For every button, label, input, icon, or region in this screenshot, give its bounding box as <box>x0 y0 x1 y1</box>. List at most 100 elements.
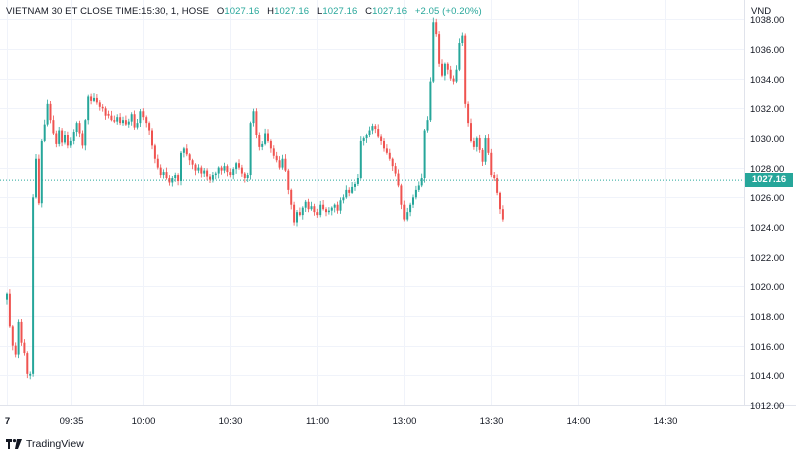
brand-name: TradingView <box>26 438 84 450</box>
candle-body <box>472 140 475 147</box>
candle-body <box>168 178 171 183</box>
candle-body <box>171 178 174 183</box>
candle-body <box>269 140 272 149</box>
candle-body <box>87 96 90 121</box>
candle-body <box>252 111 255 124</box>
candle-body <box>191 160 194 165</box>
candle-body <box>342 197 345 201</box>
candle-body <box>214 173 217 176</box>
candle-body <box>287 170 290 190</box>
close-value: 1027.16 <box>372 6 408 17</box>
candle-body <box>116 117 119 122</box>
tradingview-branding[interactable]: TradingView <box>6 437 84 451</box>
price-tick-label: 1014.00 <box>750 371 784 382</box>
candle-body <box>356 178 359 184</box>
candle-body <box>55 133 58 144</box>
candle-body <box>90 96 93 101</box>
candle-body <box>249 123 252 176</box>
time-tick-label: 14:30 <box>654 416 678 427</box>
candle-body <box>240 167 243 174</box>
candle-body <box>284 158 287 171</box>
candle-body <box>333 204 336 208</box>
candle-body <box>159 167 162 176</box>
candle-body <box>113 120 116 122</box>
price-tick-label: 1024.00 <box>750 223 784 234</box>
change-value: +2.05 (+0.20%) <box>414 6 482 17</box>
candle-body <box>14 345 17 355</box>
candle-body <box>278 160 281 168</box>
price-tick-label: 1036.00 <box>750 45 784 56</box>
candle-body <box>110 115 113 121</box>
high-label: H <box>267 6 275 17</box>
candle-body <box>151 130 153 146</box>
candle-body <box>162 172 165 176</box>
candle-body <box>264 133 267 144</box>
candle-body <box>8 293 11 327</box>
candle-body <box>46 103 49 125</box>
candle-body <box>95 97 98 103</box>
candle-body <box>40 140 43 204</box>
candle-body <box>426 120 429 131</box>
close-label: C <box>365 6 373 17</box>
candle-body <box>383 140 385 149</box>
candle-body <box>423 130 426 179</box>
candle-body <box>446 63 449 70</box>
low-value: 1027.16 <box>322 6 358 17</box>
candle-body <box>238 163 240 168</box>
high-value: 1027.16 <box>274 6 310 17</box>
candle-body <box>72 132 75 141</box>
candle-body <box>322 204 325 210</box>
price-tick-label: 1030.00 <box>750 134 784 145</box>
candle-body <box>23 342 26 354</box>
candle-body <box>443 63 446 76</box>
open-label: O <box>216 6 225 17</box>
candle-body <box>185 148 188 155</box>
candle-body <box>6 293 8 300</box>
candle-body <box>481 149 484 162</box>
candle-body <box>391 158 394 167</box>
candle-body <box>58 130 61 144</box>
candle-body <box>64 135 66 143</box>
candle-body <box>388 152 391 159</box>
candle-body <box>255 111 258 135</box>
candle-body <box>104 108 107 116</box>
candle-body <box>298 212 301 216</box>
candle-body <box>101 106 104 109</box>
candle-body <box>441 63 443 76</box>
candle-body <box>359 140 362 179</box>
time-tick-label: 7 <box>5 416 10 427</box>
candle-body <box>348 189 351 193</box>
candle-body <box>325 209 327 213</box>
candle-body <box>226 166 229 173</box>
candle-body <box>177 175 180 181</box>
candle-body <box>377 129 380 137</box>
candle-body <box>133 114 136 128</box>
candle-body <box>496 178 499 193</box>
low-label: L <box>316 6 323 17</box>
candle-body <box>165 172 168 179</box>
chart-legend: VIETNAM 30 ET CLOSE TIME:15:30, 1, HOSE … <box>6 6 482 18</box>
candle-body <box>223 166 226 171</box>
candle-body <box>499 192 501 210</box>
candle-body <box>153 145 156 159</box>
candle-body <box>394 166 397 174</box>
time-axis[interactable]: 7 09:35 10:00 10:30 11:00 13:00 13:30 14:00 14:3… <box>5 416 678 427</box>
candle-body <box>362 137 365 141</box>
candle-body <box>107 113 110 116</box>
candle-body <box>69 140 72 146</box>
candle-body <box>397 173 400 186</box>
candle-body <box>313 206 316 213</box>
candle-body <box>232 169 235 176</box>
candle-body <box>316 212 319 216</box>
time-tick-label: 10:00 <box>132 416 156 427</box>
time-tick-label: 13:00 <box>393 416 417 427</box>
price-axis[interactable]: 1012.00 1014.00 1016.00 1018.00 1020.00 1022.… <box>750 15 784 412</box>
time-tick-label: 09:35 <box>60 416 84 427</box>
candle-body <box>197 167 200 171</box>
price-tick-label: 1038.00 <box>750 15 784 26</box>
candles <box>6 17 504 380</box>
tradingview-logo-icon <box>6 439 22 449</box>
price-tick-label: 1020.00 <box>750 282 784 293</box>
candle-body <box>368 130 371 135</box>
